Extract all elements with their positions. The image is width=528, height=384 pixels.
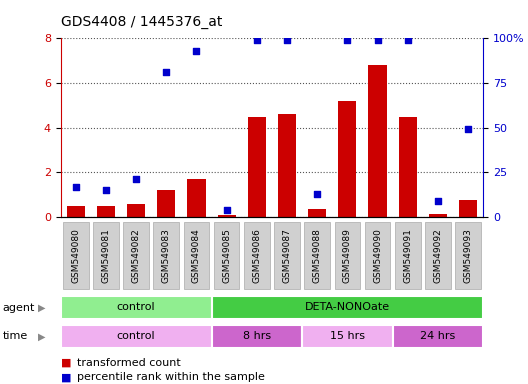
FancyBboxPatch shape	[93, 222, 119, 289]
Point	[283, 37, 291, 43]
Point	[132, 176, 140, 182]
FancyBboxPatch shape	[304, 222, 330, 289]
FancyBboxPatch shape	[455, 222, 481, 289]
Point	[343, 37, 352, 43]
Bar	[369, 65, 386, 217]
Point	[192, 48, 201, 54]
FancyBboxPatch shape	[61, 296, 212, 319]
Text: GSM549093: GSM549093	[464, 228, 473, 283]
Text: 8 hrs: 8 hrs	[243, 331, 271, 341]
Text: GSM549086: GSM549086	[252, 228, 261, 283]
FancyBboxPatch shape	[425, 222, 451, 289]
FancyBboxPatch shape	[212, 324, 302, 348]
Text: GDS4408 / 1445376_at: GDS4408 / 1445376_at	[61, 15, 222, 29]
Point	[403, 37, 412, 43]
Text: GSM549080: GSM549080	[71, 228, 80, 283]
FancyBboxPatch shape	[214, 222, 240, 289]
FancyBboxPatch shape	[335, 222, 360, 289]
Bar	[187, 179, 205, 217]
Point	[102, 187, 110, 193]
FancyBboxPatch shape	[184, 222, 209, 289]
Text: GSM549083: GSM549083	[162, 228, 171, 283]
Text: GSM549085: GSM549085	[222, 228, 231, 283]
Bar	[459, 200, 477, 217]
Text: GSM549089: GSM549089	[343, 228, 352, 283]
Point	[464, 126, 472, 132]
FancyBboxPatch shape	[302, 324, 393, 348]
Bar	[248, 116, 266, 217]
Bar	[127, 204, 145, 217]
FancyBboxPatch shape	[63, 222, 89, 289]
Text: agent: agent	[3, 303, 35, 313]
Text: control: control	[117, 331, 155, 341]
Bar	[97, 206, 115, 217]
FancyBboxPatch shape	[365, 222, 390, 289]
Bar	[278, 114, 296, 217]
Bar	[308, 209, 326, 217]
Bar	[338, 101, 356, 217]
Point	[433, 198, 442, 204]
FancyBboxPatch shape	[274, 222, 300, 289]
Point	[162, 69, 171, 75]
Text: transformed count: transformed count	[77, 358, 180, 368]
FancyBboxPatch shape	[244, 222, 270, 289]
Text: GSM549084: GSM549084	[192, 228, 201, 283]
Text: ▶: ▶	[38, 303, 45, 313]
Text: 24 hrs: 24 hrs	[420, 331, 456, 341]
Text: percentile rank within the sample: percentile rank within the sample	[77, 372, 265, 382]
Point	[222, 207, 231, 213]
Text: ▶: ▶	[38, 331, 45, 341]
Point	[252, 37, 261, 43]
FancyBboxPatch shape	[154, 222, 179, 289]
Text: control: control	[117, 302, 155, 312]
Text: ■: ■	[61, 372, 71, 382]
Bar	[67, 206, 85, 217]
Bar	[429, 214, 447, 217]
Text: ■: ■	[61, 358, 71, 368]
Text: GSM549087: GSM549087	[282, 228, 291, 283]
FancyBboxPatch shape	[212, 296, 483, 319]
Text: GSM549088: GSM549088	[313, 228, 322, 283]
Text: GSM549090: GSM549090	[373, 228, 382, 283]
Bar	[399, 116, 417, 217]
Text: GSM549082: GSM549082	[131, 228, 140, 283]
Text: time: time	[3, 331, 28, 341]
Text: DETA-NONOate: DETA-NONOate	[305, 302, 390, 312]
Text: GSM549092: GSM549092	[433, 228, 442, 283]
FancyBboxPatch shape	[395, 222, 420, 289]
FancyBboxPatch shape	[61, 324, 212, 348]
FancyBboxPatch shape	[124, 222, 149, 289]
Text: GSM549091: GSM549091	[403, 228, 412, 283]
Bar	[157, 190, 175, 217]
Point	[313, 191, 322, 197]
Bar	[218, 215, 235, 217]
Text: 15 hrs: 15 hrs	[330, 331, 365, 341]
Point	[373, 37, 382, 43]
Text: GSM549081: GSM549081	[101, 228, 110, 283]
Point	[72, 184, 80, 190]
FancyBboxPatch shape	[393, 324, 483, 348]
